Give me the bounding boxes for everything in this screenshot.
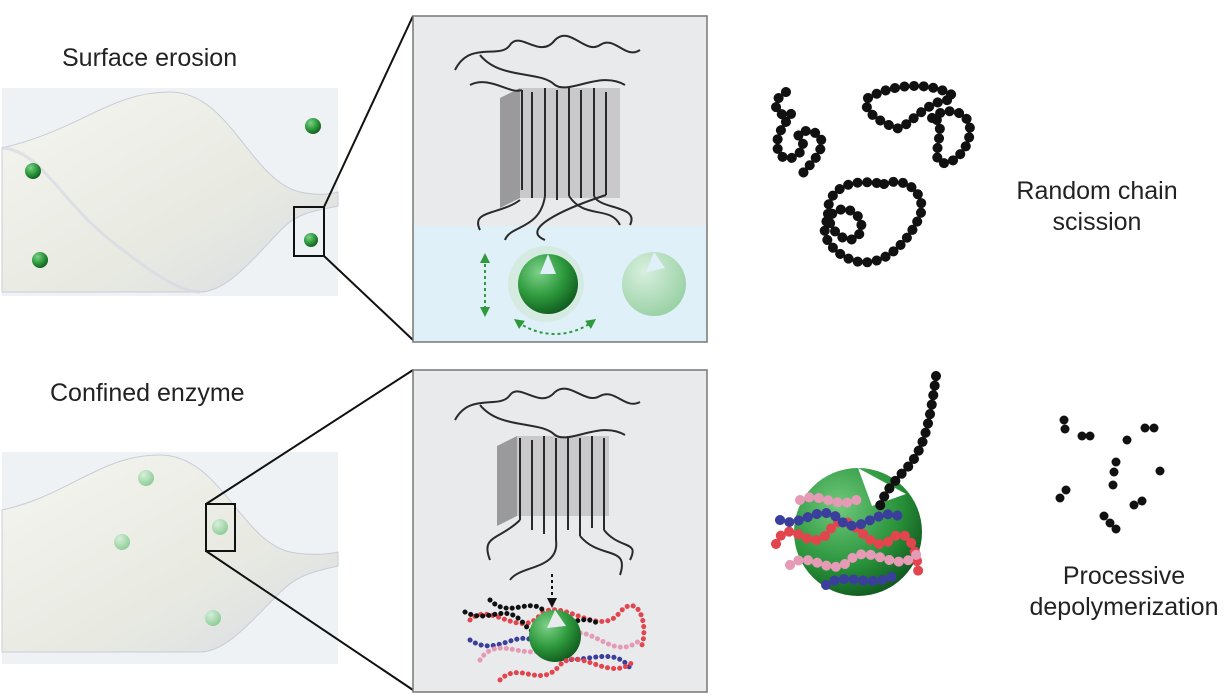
released-monomers [1055, 415, 1165, 534]
label-confined-enzyme: Confined enzyme [50, 379, 245, 407]
zoom-lines-bottom [205, 369, 414, 691]
zoom-panel-top [412, 15, 708, 343]
confined-enzyme-film [1, 452, 339, 664]
zoom-panel-bottom [412, 369, 708, 693]
surface-erosion-film [1, 88, 339, 296]
label-surface-erosion: Surface erosion [62, 44, 238, 72]
label-random-line2: scission [1052, 207, 1142, 236]
zoom-lines-top [323, 15, 414, 341]
zoom-box-bottom [205, 503, 236, 552]
label-processive-line1: Processive [1062, 562, 1186, 590]
enzyme-dots-bottom [114, 470, 228, 626]
label-processive-depolymerization: Processive depolymerization [1022, 561, 1226, 622]
processive-enzyme [771, 371, 941, 596]
label-random-chain-scission: Random chain scission [1012, 176, 1182, 237]
label-processive-line2: depolymerization [1029, 592, 1219, 621]
label-random-line1: Random chain [1016, 177, 1178, 205]
enzyme-dots-top [25, 118, 321, 268]
zoom-box-top [293, 206, 325, 257]
random-scission-chains [771, 81, 976, 268]
